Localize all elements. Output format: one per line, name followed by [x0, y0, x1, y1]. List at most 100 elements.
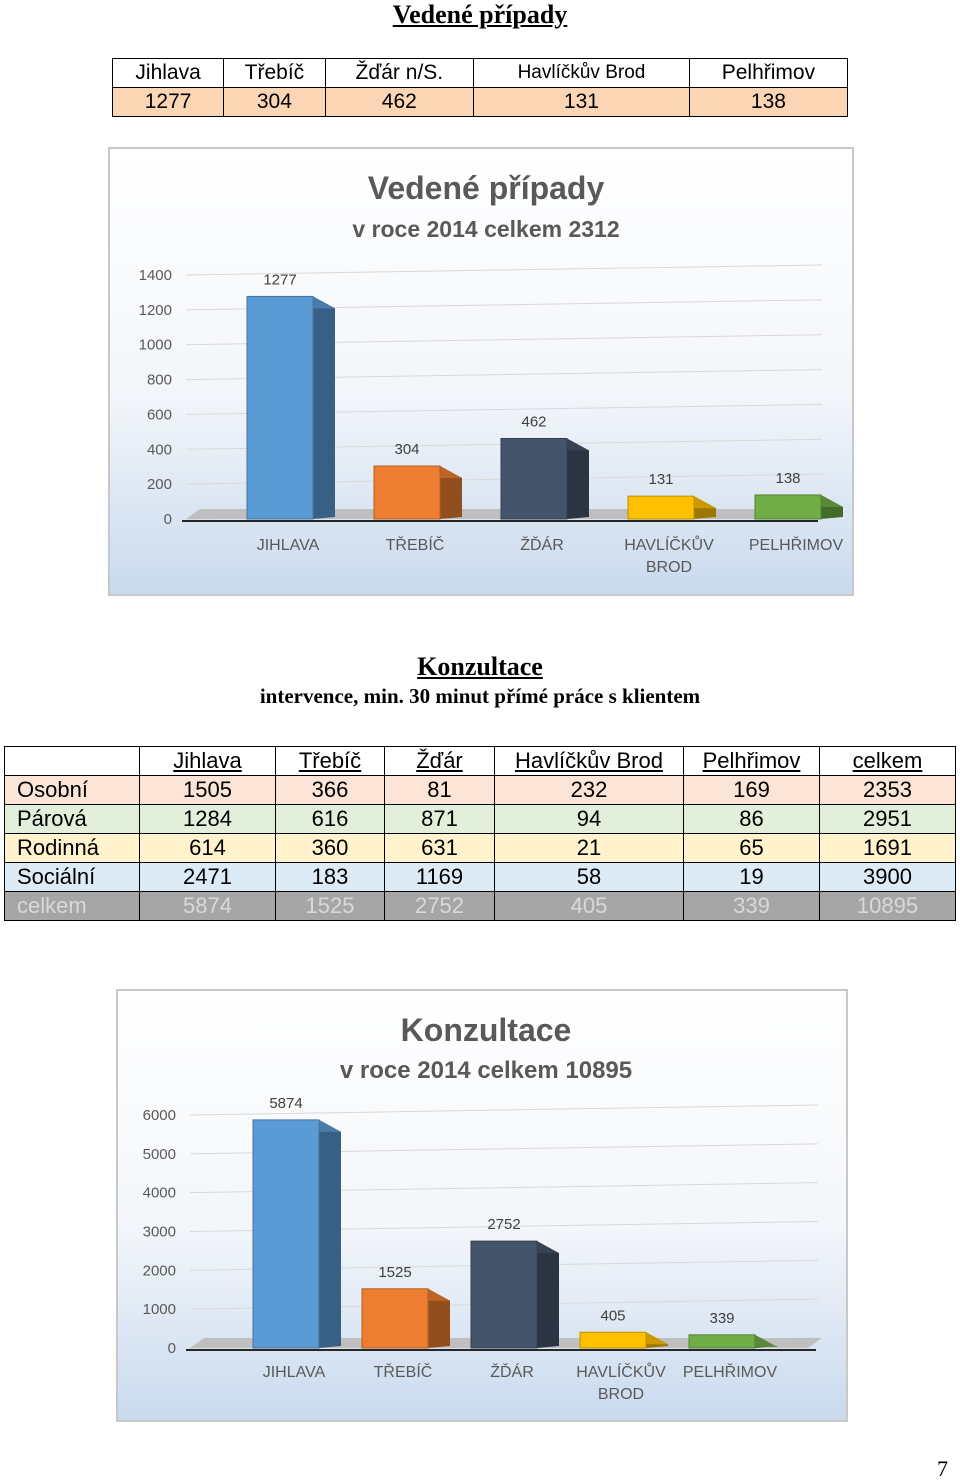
data-label: 405 — [600, 1307, 625, 1324]
table-cell: 1691 — [819, 833, 956, 863]
vedene-pripady-table: Jihlava Třebíč Žďár n/S. Havlíčkův Brod … — [111, 58, 849, 117]
data-label: 138 — [775, 470, 800, 487]
data-label: 5874 — [269, 1095, 302, 1112]
table-header-cell: Jihlava — [111, 58, 225, 88]
bar — [754, 494, 822, 520]
bar — [246, 295, 314, 520]
table-cell: 183 — [275, 862, 385, 892]
bar — [470, 1240, 538, 1349]
table-cell: 1284 — [139, 804, 276, 834]
page-number: 7 — [937, 1456, 948, 1481]
bar — [361, 1288, 429, 1349]
table-cell: 5874 — [139, 891, 276, 921]
table-row: 1277 304 462 131 138 — [111, 87, 849, 117]
y-tick-label: 1000 — [139, 337, 172, 354]
table-header-cell: Žďár n/S. — [324, 58, 475, 88]
chart-title: Konzultace — [401, 1012, 572, 1048]
y-tick-label: 0 — [168, 1340, 176, 1357]
table-row: Párová 1284 616 871 94 86 2951 — [4, 804, 956, 834]
x-category-label: JIHLAVA — [263, 1364, 326, 1381]
table-header-cell: Havlíčkův Brod — [473, 58, 690, 88]
table-cell: 65 — [683, 833, 820, 863]
table-cell: 2471 — [139, 862, 276, 892]
x-category-label: HAVLÍČKŮV — [624, 535, 714, 554]
table-cell: 21 — [494, 833, 684, 863]
y-tick-label: 3000 — [143, 1224, 176, 1241]
bar-side — [319, 1119, 341, 1348]
y-tick-label: 200 — [147, 476, 172, 493]
x-category-label: BROD — [646, 559, 692, 576]
table-cell: 2951 — [819, 804, 956, 834]
x-category-label: ŽĎÁR — [520, 535, 564, 554]
table-header-cell: Jihlava — [139, 746, 276, 776]
y-tick-label: 1000 — [143, 1301, 176, 1318]
y-tick-label: 2000 — [143, 1262, 176, 1279]
table-header-cell — [4, 746, 140, 776]
table-cell: 462 — [324, 87, 475, 117]
table-header-cell: Třebíč — [223, 58, 326, 88]
bar-side — [313, 296, 335, 519]
row-label: Osobní — [4, 775, 140, 805]
table-cell: 1277 — [111, 87, 225, 117]
table-cell: 19 — [683, 862, 820, 892]
gridline — [185, 264, 823, 276]
chart-konzultace: Konzultace v roce 2014 celkem 10895 0 1000 2… — [116, 989, 848, 1422]
bar-side — [440, 466, 462, 519]
heading-konzultace: Konzultace — [417, 652, 543, 681]
y-tick-label: 4000 — [143, 1185, 176, 1202]
row-label: Párová — [4, 804, 140, 834]
table-cell: 138 — [688, 87, 849, 117]
chart-subtitle: v roce 2014 celkem 2312 — [352, 216, 619, 242]
y-tick-label: 1400 — [139, 267, 172, 284]
x-category-label: PELHŘIMOV — [749, 535, 844, 554]
data-label: 339 — [709, 1310, 734, 1327]
y-tick-label: 1200 — [139, 302, 172, 319]
y-tick-label: 800 — [147, 372, 172, 389]
heading-vedene-pripady: Vedené případy — [392, 0, 568, 29]
chart-subtitle: v roce 2014 celkem 10895 — [340, 1057, 632, 1084]
data-label: 1525 — [378, 1264, 411, 1281]
y-tick-label: 5000 — [143, 1146, 176, 1163]
row-label: celkem — [4, 891, 140, 921]
x-category-label: TŘEBÍČ — [386, 535, 445, 554]
table-cell: 1505 — [139, 775, 276, 805]
table-cell: 631 — [384, 833, 495, 863]
x-category-label: JIHLAVA — [257, 537, 320, 554]
x-category-label: HAVLÍČKŮV — [576, 1362, 666, 1381]
table-header-cell: Havlíčkův Brod — [494, 746, 684, 776]
bar — [373, 465, 441, 520]
data-label: 304 — [394, 441, 419, 458]
table-cell: 2353 — [819, 775, 956, 805]
table-header-cell: Třebíč — [275, 746, 385, 776]
table-header-cell: celkem — [819, 746, 956, 776]
table-cell: 1525 — [275, 891, 385, 921]
konzultace-subheading: intervence, min. 30 minut přímé práce s … — [259, 684, 701, 708]
data-label: 1277 — [263, 271, 296, 288]
table-cell: 366 — [275, 775, 385, 805]
table-cell: 94 — [494, 804, 684, 834]
bar — [627, 495, 695, 520]
table-header-row: Jihlava Třebíč Žďár n/S. Havlíčkův Brod … — [111, 58, 849, 88]
table-cell: 360 — [275, 833, 385, 863]
table-cell: 131 — [473, 87, 690, 117]
table-cell: 339 — [683, 891, 820, 921]
table-cell: 169 — [683, 775, 820, 805]
row-label: Rodinná — [4, 833, 140, 863]
chart-title: Vedené případy — [368, 170, 605, 206]
bar — [579, 1331, 647, 1349]
data-label: 462 — [521, 413, 546, 430]
table-cell: 871 — [384, 804, 495, 834]
table-total-row: celkem 5874 1525 2752 405 339 10895 — [4, 891, 956, 921]
table-row: Rodinná 614 360 631 21 65 1691 — [4, 833, 956, 863]
y-tick-label: 0 — [164, 511, 172, 528]
table-header-row: Jihlava Třebíč Žďár Havlíčkův Brod Pelhř… — [4, 746, 956, 776]
bar-side — [537, 1241, 559, 1348]
row-label: Sociální — [4, 862, 140, 892]
y-tick-label: 400 — [147, 441, 172, 458]
table-header-cell: Žďár — [384, 746, 495, 776]
table-cell: 405 — [494, 891, 684, 921]
table-header-cell: Pelhřimov — [683, 746, 820, 776]
table-cell: 232 — [494, 775, 684, 805]
data-label: 131 — [648, 471, 673, 488]
table-cell: 10895 — [819, 891, 956, 921]
